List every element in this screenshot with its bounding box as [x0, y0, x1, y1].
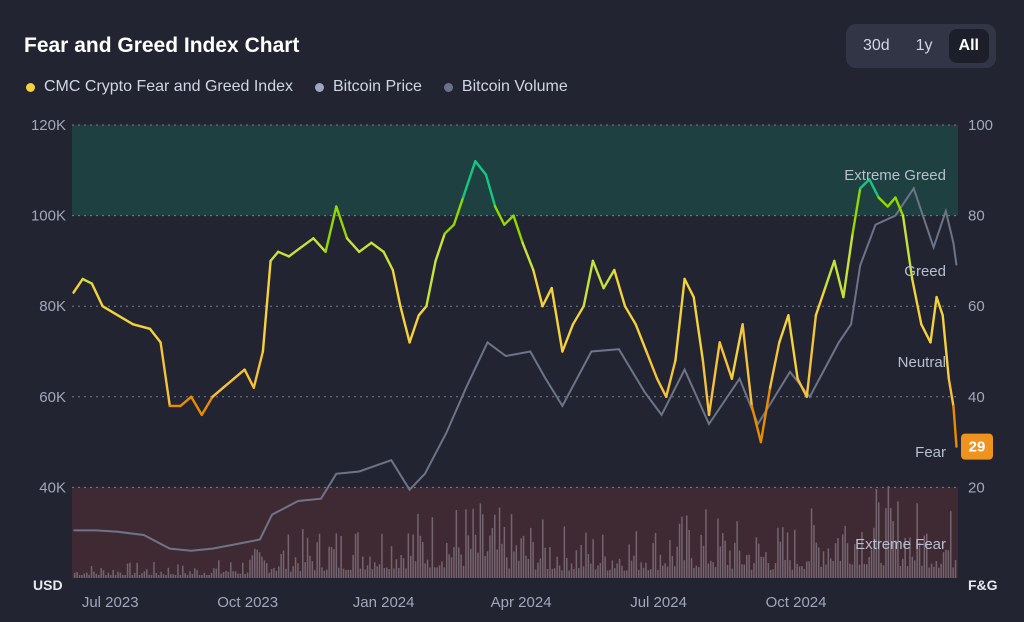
left-axis-tick: 40K — [39, 479, 66, 496]
range-tab-30d[interactable]: 30d — [862, 37, 890, 54]
current-value-badge: 29 — [961, 433, 993, 460]
range-tab-all[interactable]: All — [948, 29, 989, 63]
x-axis-tick: Oct 2024 — [766, 594, 827, 611]
extreme-fear-zone — [72, 487, 958, 578]
x-axis-tick: Jan 2024 — [353, 594, 415, 611]
range-selector: 30d 1y All — [846, 24, 996, 68]
current-value-text: 29 — [969, 439, 986, 456]
fear-greed-line — [72, 159, 958, 448]
legend-dot-bitcoin-volume — [443, 82, 453, 92]
x-axis-tick: Jul 2023 — [82, 594, 139, 611]
current-value-badge-bg — [961, 433, 993, 460]
zone-label-greed: Greed — [904, 263, 946, 280]
legend-item-bitcoin-price[interactable]: Bitcoin Price — [315, 78, 422, 96]
right-axis-tick: 80 — [968, 208, 985, 225]
extreme-greed-zone — [72, 125, 958, 216]
right-axis-tick: 60 — [968, 298, 985, 315]
zone-label-neutral: Neutral — [898, 354, 946, 371]
legend-label-bitcoin-price: Bitcoin Price — [333, 78, 422, 95]
legend-item-fear-greed[interactable]: CMC Crypto Fear and Greed Index — [26, 78, 293, 96]
zone-label-extreme-greed: Extreme Greed — [844, 167, 946, 184]
x-axis-tick: Apr 2024 — [491, 594, 552, 611]
legend-item-bitcoin-volume[interactable]: Bitcoin Volume — [443, 78, 568, 96]
zone-label-fear: Fear — [915, 444, 946, 461]
legend-label-fear-greed: CMC Crypto Fear and Greed Index — [44, 78, 293, 95]
zone-label-extreme-fear: Extreme Fear — [855, 536, 946, 553]
page-title: Fear and Greed Index Chart — [24, 34, 300, 57]
left-axis-tick: 80K — [39, 298, 66, 315]
volume-bars — [74, 486, 957, 578]
chart-legend: CMC Crypto Fear and Greed Index Bitcoin … — [26, 78, 568, 96]
x-axis-tick: Jul 2024 — [630, 594, 687, 611]
legend-label-bitcoin-volume: Bitcoin Volume — [461, 78, 568, 95]
right-axis-label: F&G — [968, 577, 998, 593]
right-axis-tick: 20 — [968, 479, 985, 496]
legend-dot-fear-greed — [26, 82, 35, 92]
x-axis-tick: Oct 2023 — [217, 594, 278, 611]
left-axis-label: USD — [33, 577, 63, 593]
left-axis-tick: 120K — [31, 117, 66, 134]
legend-dot-bitcoin-price — [315, 82, 324, 92]
range-tab-1y[interactable]: 1y — [915, 37, 933, 54]
bitcoin-price-line — [73, 186, 958, 552]
left-axis-tick: 60K — [39, 389, 66, 406]
left-axis-tick: 100K — [31, 208, 66, 225]
right-axis-tick: 40 — [968, 389, 985, 406]
right-axis-tick: 100 — [968, 117, 993, 134]
